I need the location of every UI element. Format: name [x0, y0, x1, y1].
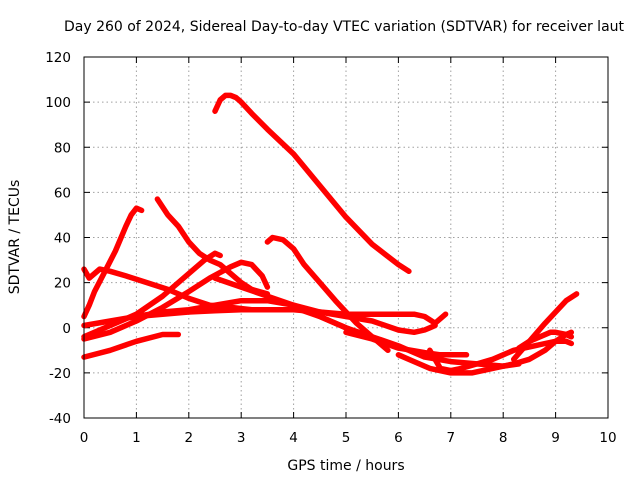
series-line-8 — [81, 331, 182, 360]
x-tick-label: 8 — [499, 430, 508, 446]
x-tick-label: 10 — [599, 430, 616, 446]
chart-title: Day 260 of 2024, Sidereal Day-to-day VTE… — [64, 19, 625, 35]
x-tick-label: 0 — [80, 430, 89, 446]
series-line-3 — [154, 196, 271, 297]
x-tick-label: 3 — [237, 430, 246, 446]
y-tick-label: -40 — [49, 411, 71, 427]
y-tick-label: -20 — [49, 366, 71, 382]
y-tick-label: 40 — [54, 231, 71, 247]
plot-frame — [83, 56, 609, 419]
series-line-13 — [290, 304, 365, 338]
series-line-12 — [343, 329, 470, 358]
x-tick-label: 9 — [551, 430, 560, 446]
y-tick-label: 0 — [62, 321, 71, 337]
x-tick-label: 5 — [342, 430, 351, 446]
series-line-15 — [427, 338, 575, 374]
series-line-17 — [510, 291, 580, 363]
data-series — [81, 92, 580, 376]
series-line-6 — [81, 259, 271, 342]
grid-lines — [84, 57, 608, 418]
series-line-1 — [212, 92, 412, 275]
y-axis-label: SDTVAR / TECUs — [7, 180, 23, 295]
y-tick-label: 120 — [45, 50, 71, 66]
y-tick-label: 60 — [54, 185, 71, 201]
x-tick-label: 7 — [447, 430, 456, 446]
x-tick-labels: 0 1 2 3 4 5 6 7 8 9 10 — [80, 430, 617, 446]
x-tick-label: 6 — [394, 430, 403, 446]
series-line-2 — [81, 205, 145, 320]
y-tick-label: 20 — [54, 276, 71, 292]
x-tick-label: 1 — [132, 430, 141, 446]
y-tick-label: 100 — [45, 95, 71, 111]
series-line-7 — [81, 250, 223, 340]
y-tick-label: 80 — [54, 140, 71, 156]
x-tick-label: 4 — [289, 430, 298, 446]
x-tick-label: 2 — [185, 430, 194, 446]
y-tick-labels: -40 -20 0 20 40 60 80 100 120 — [45, 50, 71, 427]
x-axis-label: GPS time / hours — [287, 458, 404, 474]
